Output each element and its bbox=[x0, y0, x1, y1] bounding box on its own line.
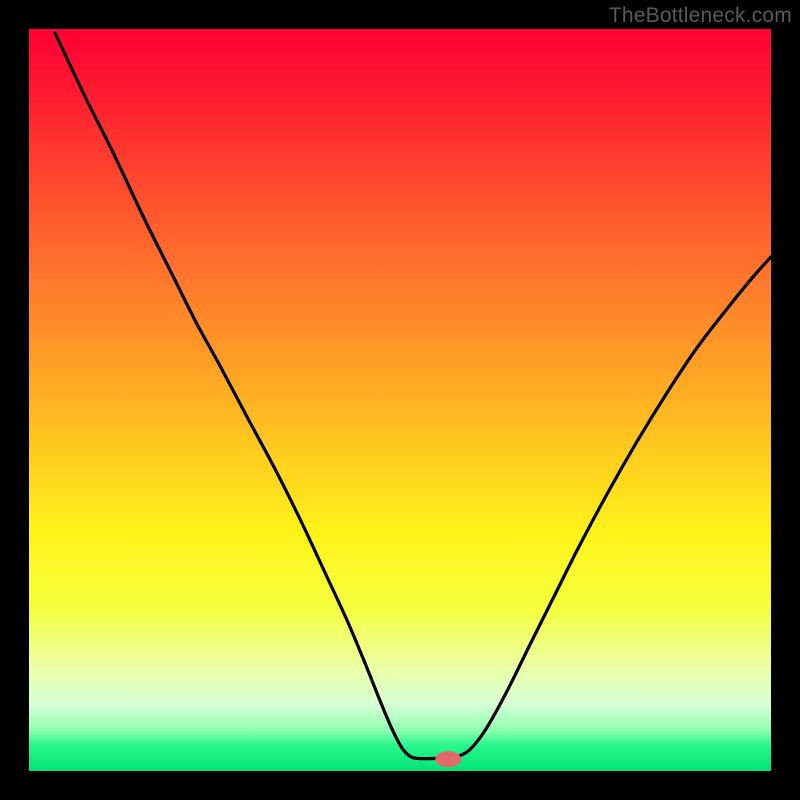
chart-svg bbox=[0, 0, 800, 800]
chart-root: TheBottleneck.com bbox=[0, 0, 800, 800]
plot-background bbox=[29, 29, 771, 771]
optimal-point-marker bbox=[435, 751, 461, 767]
watermark-text: TheBottleneck.com bbox=[609, 4, 792, 28]
